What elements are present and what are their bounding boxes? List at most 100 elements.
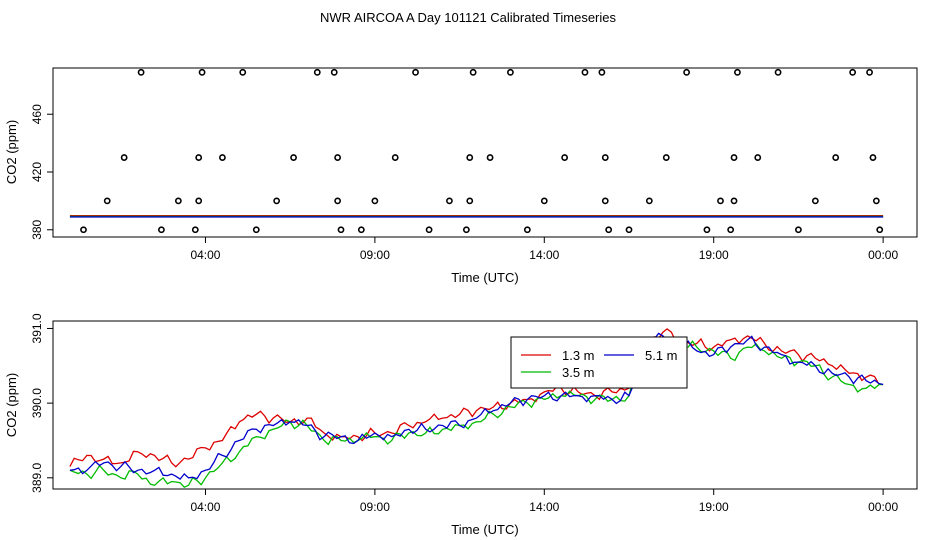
top-x-tick-label: 19:00 [699, 248, 729, 262]
outlier-point [601, 197, 609, 205]
outlier-point [581, 68, 589, 76]
outlier-point [730, 197, 738, 205]
outlier-point [717, 197, 724, 205]
top-y-axis-label: CO2 (ppm) [4, 120, 19, 184]
outlier-point [625, 226, 633, 234]
outlier-point [334, 197, 342, 205]
bottom-y-tick-label: 390.0 [30, 388, 44, 418]
outlier-point [561, 154, 569, 161]
outlier-point [252, 226, 260, 234]
outlier-point [412, 68, 419, 76]
outlier-point [469, 68, 477, 76]
top-y-tick-label: 420 [30, 162, 44, 182]
bottom-x-axis-label: Time (UTC) [451, 522, 518, 537]
outlier-point [137, 68, 145, 76]
bottom-y-axis-label: CO2 (ppm) [4, 373, 19, 437]
outlier-point [703, 226, 711, 234]
outlier-point [191, 226, 199, 234]
outlier-point [198, 68, 206, 76]
bottom-x-tick-label: 19:00 [699, 500, 729, 514]
outlier-point [876, 226, 884, 234]
outlier-point [486, 154, 494, 161]
outlier-point [466, 197, 474, 205]
outlier-point [313, 68, 321, 76]
top-x-axis-label: Time (UTC) [451, 270, 518, 285]
top-plot-frame [52, 67, 918, 238]
bottom-x-tick-label: 04:00 [190, 500, 220, 514]
outlier-point [425, 226, 433, 234]
bottom-panel: CO2 (ppm) Time (UTC) 04:00 09:00 14:00 19:0… [4, 313, 918, 537]
outlier-point [466, 154, 474, 161]
bottom-x-ticks: 04:00 09:00 14:00 19:00 00:00 [190, 489, 898, 514]
legend: 1.3 m 3.5 m 5.1 m [510, 336, 688, 389]
legend-label-1: 1.3 m [562, 348, 595, 363]
top-outlier-points [80, 68, 884, 234]
outlier-point [337, 226, 345, 234]
bottom-series-line-1 [69, 328, 884, 468]
bottom-y-ticks: 389.0 390.0 391.0 [30, 313, 53, 493]
outlier-point [645, 197, 653, 205]
top-x-tick-label: 09:00 [360, 248, 390, 262]
top-panel: CO2 (ppm) Time (UTC) 04:00 09:00 14:00 19:0… [4, 67, 918, 285]
bottom-x-tick-label: 09:00 [360, 500, 390, 514]
top-x-tick-label: 04:00 [190, 248, 220, 262]
outlier-point [446, 197, 453, 205]
outlier-point [754, 154, 762, 161]
outlier-point [832, 154, 840, 161]
outlier-point [727, 226, 735, 234]
outlier-point [357, 226, 365, 234]
outlier-point [239, 68, 247, 76]
outlier-point [795, 226, 802, 234]
outlier-point [195, 197, 203, 205]
outlier-point [174, 197, 182, 205]
outlier-point [158, 226, 165, 234]
outlier-point [120, 154, 128, 161]
chart-title: NWR AIRCOA A Day 101121 Calibrated Times… [320, 10, 616, 25]
outlier-point [334, 154, 342, 161]
outlier-point [103, 197, 111, 205]
outlier-point [869, 154, 877, 161]
bottom-series-lines [69, 328, 884, 488]
outlier-point [195, 154, 203, 161]
outlier-point [462, 226, 470, 234]
outlier-point [605, 226, 613, 234]
legend-label-2: 3.5 m [562, 365, 595, 380]
outlier-point [523, 226, 531, 234]
outlier-point [866, 68, 873, 76]
outlier-point [683, 68, 690, 76]
bottom-plot-frame [52, 320, 918, 490]
top-x-ticks: 04:00 09:00 14:00 19:00 00:00 [190, 237, 898, 262]
bottom-series-line-3 [69, 332, 884, 480]
bottom-y-tick-label: 391.0 [30, 313, 44, 343]
outlier-point [290, 154, 297, 161]
bottom-x-tick-label: 00:00 [868, 500, 898, 514]
outlier-point [80, 226, 87, 234]
outlier-point [849, 68, 857, 76]
outlier-point [872, 197, 880, 205]
top-x-tick-label: 14:00 [529, 248, 559, 262]
outlier-point [662, 154, 670, 161]
outlier-point [730, 154, 738, 161]
outlier-point [391, 154, 399, 161]
top-y-tick-label: 380 [30, 219, 44, 239]
top-y-tick-label: 460 [30, 104, 44, 124]
bottom-series-line-2 [69, 338, 884, 488]
legend-box [510, 336, 688, 389]
outlier-point [540, 197, 548, 205]
outlier-point [598, 68, 606, 76]
outlier-point [601, 154, 609, 161]
top-series-lines [69, 215, 884, 218]
legend-label-3: 5.1 m [645, 348, 678, 363]
outlier-point [330, 68, 338, 76]
bottom-y-tick-label: 389.0 [30, 462, 44, 492]
top-y-ticks: 380 420 460 [30, 104, 53, 240]
outlier-point [507, 68, 514, 76]
outlier-point [219, 154, 226, 161]
outlier-point [734, 68, 741, 76]
outlier-point [371, 197, 379, 205]
outlier-point [811, 197, 819, 205]
outlier-point [273, 197, 281, 205]
outlier-point [774, 68, 782, 76]
top-x-tick-label: 00:00 [868, 248, 898, 262]
